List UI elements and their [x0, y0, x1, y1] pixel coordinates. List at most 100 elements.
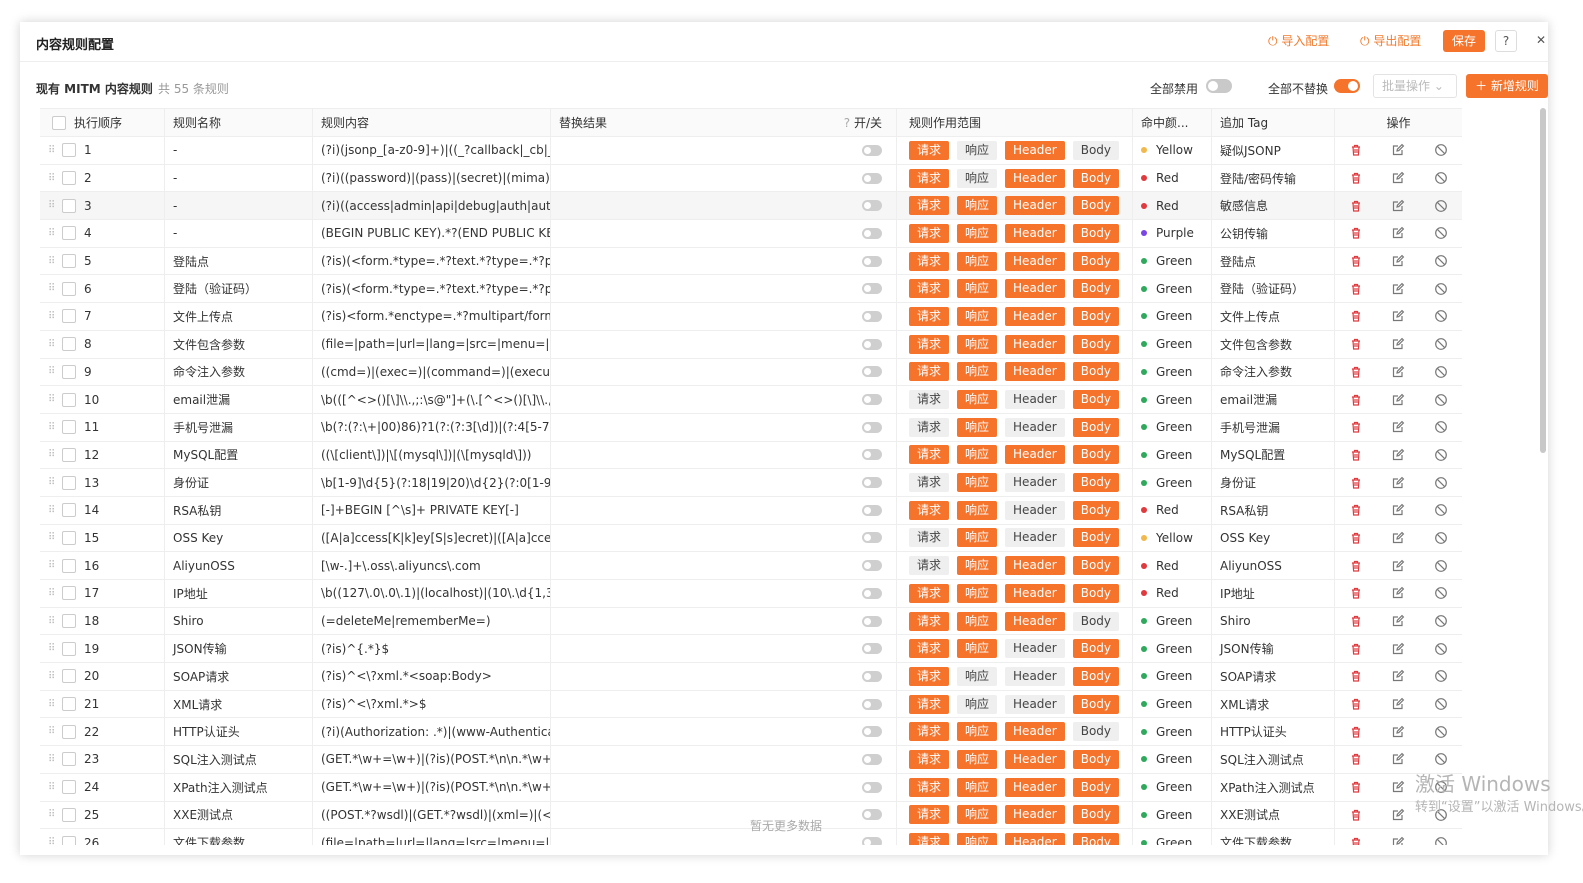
rule-toggle[interactable]	[862, 283, 882, 295]
drag-handle[interactable]: ⠿	[48, 643, 56, 655]
scope-tag[interactable]: 响应	[957, 611, 998, 631]
help-button[interactable]: ?	[1495, 30, 1517, 52]
row-checkbox[interactable]	[62, 364, 76, 379]
edit-icon[interactable]	[1391, 476, 1405, 490]
scope-tag[interactable]: Body	[1072, 500, 1120, 520]
scope-tag[interactable]: Body	[1072, 362, 1120, 382]
drag-handle[interactable]: ⠿	[48, 200, 56, 212]
scope-tag[interactable]: Body	[1072, 390, 1120, 410]
scope-tag[interactable]: Body	[1072, 445, 1120, 465]
delete-icon[interactable]	[1349, 337, 1363, 351]
scope-tag[interactable]: 响应	[957, 722, 998, 742]
rule-toggle[interactable]	[862, 615, 882, 627]
scope-tag[interactable]: 请求	[909, 306, 950, 326]
scope-tag[interactable]: Body	[1072, 833, 1120, 845]
scope-tag[interactable]: Body	[1072, 611, 1120, 631]
edit-icon[interactable]	[1391, 669, 1405, 683]
rule-toggle[interactable]	[862, 670, 882, 682]
edit-icon[interactable]	[1391, 393, 1405, 407]
scope-tag[interactable]: Body	[1072, 196, 1120, 216]
delete-icon[interactable]	[1349, 254, 1363, 268]
edit-icon[interactable]	[1391, 531, 1405, 545]
scope-tag[interactable]: Header	[1005, 196, 1065, 216]
scope-tag[interactable]: 响应	[957, 528, 998, 548]
scope-tag[interactable]: 请求	[909, 473, 950, 493]
disable-icon[interactable]	[1434, 780, 1448, 794]
edit-icon[interactable]	[1391, 614, 1405, 628]
drag-handle[interactable]: ⠿	[48, 753, 56, 765]
drag-handle[interactable]: ⠿	[48, 449, 56, 461]
drag-handle[interactable]: ⠿	[48, 421, 56, 433]
scope-tag[interactable]: Header	[1005, 251, 1065, 271]
rule-toggle[interactable]	[862, 643, 882, 655]
drag-handle[interactable]: ⠿	[48, 172, 56, 184]
disable-icon[interactable]	[1434, 725, 1448, 739]
disable-icon[interactable]	[1434, 199, 1448, 213]
row-checkbox[interactable]	[62, 198, 76, 213]
delete-icon[interactable]	[1349, 808, 1363, 822]
delete-icon[interactable]	[1349, 559, 1363, 573]
scope-tag[interactable]: Body	[1072, 223, 1120, 243]
scope-tag[interactable]: 请求	[909, 833, 950, 845]
delete-icon[interactable]	[1349, 503, 1363, 517]
scope-tag[interactable]: 响应	[957, 140, 998, 160]
import-button[interactable]: ⏻ 导入配置	[1268, 34, 1330, 48]
delete-icon[interactable]	[1349, 669, 1363, 683]
rule-toggle[interactable]	[862, 781, 882, 793]
export-button[interactable]: ⏻ 导出配置	[1360, 34, 1422, 48]
edit-icon[interactable]	[1391, 365, 1405, 379]
scope-tag[interactable]: Body	[1072, 140, 1120, 160]
rule-toggle[interactable]	[862, 310, 882, 322]
edit-icon[interactable]	[1391, 448, 1405, 462]
scope-tag[interactable]: 请求	[909, 140, 950, 160]
add-button[interactable]: ＋ 新增规则	[1466, 74, 1548, 98]
rule-toggle[interactable]	[862, 587, 882, 599]
scope-tag[interactable]: Header	[1005, 583, 1065, 603]
scope-tag[interactable]: 响应	[957, 168, 998, 188]
scope-tag[interactable]: Header	[1005, 611, 1065, 631]
scope-tag[interactable]: Header	[1005, 334, 1065, 354]
row-checkbox[interactable]	[62, 392, 76, 407]
row-checkbox[interactable]	[62, 586, 76, 601]
drag-handle[interactable]: ⠿	[48, 560, 56, 572]
delete-icon[interactable]	[1349, 309, 1363, 323]
disable-icon[interactable]	[1434, 614, 1448, 628]
disable-icon[interactable]	[1434, 282, 1448, 296]
scope-tag[interactable]: 响应	[957, 805, 998, 825]
rule-toggle[interactable]	[862, 560, 882, 572]
edit-icon[interactable]	[1391, 282, 1405, 296]
drag-handle[interactable]: ⠿	[48, 726, 56, 738]
disable-icon[interactable]	[1434, 393, 1448, 407]
scope-tag[interactable]: Header	[1005, 306, 1065, 326]
disable-icon[interactable]	[1434, 476, 1448, 490]
row-checkbox[interactable]	[62, 614, 76, 629]
rule-toggle[interactable]	[862, 227, 882, 239]
disable-icon[interactable]	[1434, 448, 1448, 462]
scope-tag[interactable]: 请求	[909, 390, 950, 410]
row-checkbox[interactable]	[62, 752, 76, 767]
disable-icon[interactable]	[1434, 752, 1448, 766]
select-all[interactable]	[52, 115, 66, 130]
row-checkbox[interactable]	[62, 254, 76, 269]
row-checkbox[interactable]	[62, 724, 76, 739]
scope-tag[interactable]: 请求	[909, 334, 950, 354]
scope-tag[interactable]: Body	[1072, 666, 1120, 686]
edit-icon[interactable]	[1391, 642, 1405, 656]
row-checkbox[interactable]	[62, 475, 76, 490]
drag-handle[interactable]: ⠿	[48, 504, 56, 516]
scope-tag[interactable]: 请求	[909, 777, 950, 797]
disable-icon[interactable]	[1434, 365, 1448, 379]
scope-tag[interactable]: Body	[1072, 777, 1120, 797]
scope-tag[interactable]: Header	[1005, 777, 1065, 797]
scope-tag[interactable]: 请求	[909, 805, 950, 825]
scope-tag[interactable]: Header	[1005, 223, 1065, 243]
row-checkbox[interactable]	[62, 143, 76, 158]
scope-tag[interactable]: 响应	[957, 583, 998, 603]
disable-icon[interactable]	[1434, 531, 1448, 545]
scope-tag[interactable]: Header	[1005, 666, 1065, 686]
scope-tag[interactable]: 请求	[909, 168, 950, 188]
scope-tag[interactable]: Header	[1005, 362, 1065, 382]
rule-toggle[interactable]	[862, 504, 882, 516]
delete-icon[interactable]	[1349, 836, 1363, 845]
rule-toggle[interactable]	[862, 338, 882, 350]
